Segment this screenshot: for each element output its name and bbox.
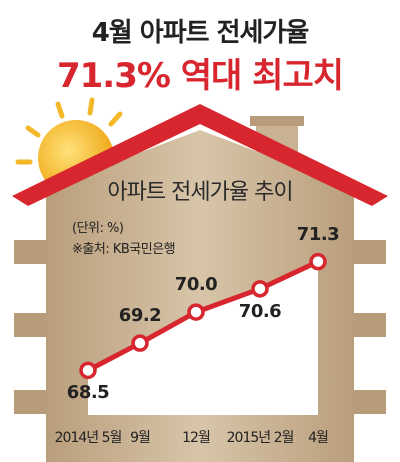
x-tick-label: 4월 [308, 430, 329, 446]
x-tick-label: 2014년 5월 [54, 430, 123, 446]
source-note: ※출처: KB국민은행 [72, 242, 176, 257]
data-label: 70.0 [174, 274, 218, 296]
data-label: 71.3 [296, 223, 340, 245]
x-tick-label: 2015년 2월 [226, 430, 295, 446]
data-point [79, 361, 97, 380]
x-tick-label: 12월 [182, 430, 211, 446]
data-label: 69.2 [118, 305, 162, 327]
series-line-group [79, 252, 327, 380]
unit-note: (단위: %) [72, 221, 124, 236]
data-label: 70.6 [238, 300, 282, 322]
chart-title: 아파트 전세가율 추이 [107, 180, 293, 205]
data-point [309, 252, 327, 271]
data-point [251, 280, 269, 298]
headline-highlight: 71.3% 역대 최고치 [56, 56, 344, 96]
data-label: 68.5 [66, 382, 110, 404]
data-point [187, 303, 205, 321]
headline-title: 4월 아파트 전세가율 [91, 18, 310, 48]
data-point [131, 334, 149, 352]
x-tick-label: 9월 [130, 430, 151, 446]
